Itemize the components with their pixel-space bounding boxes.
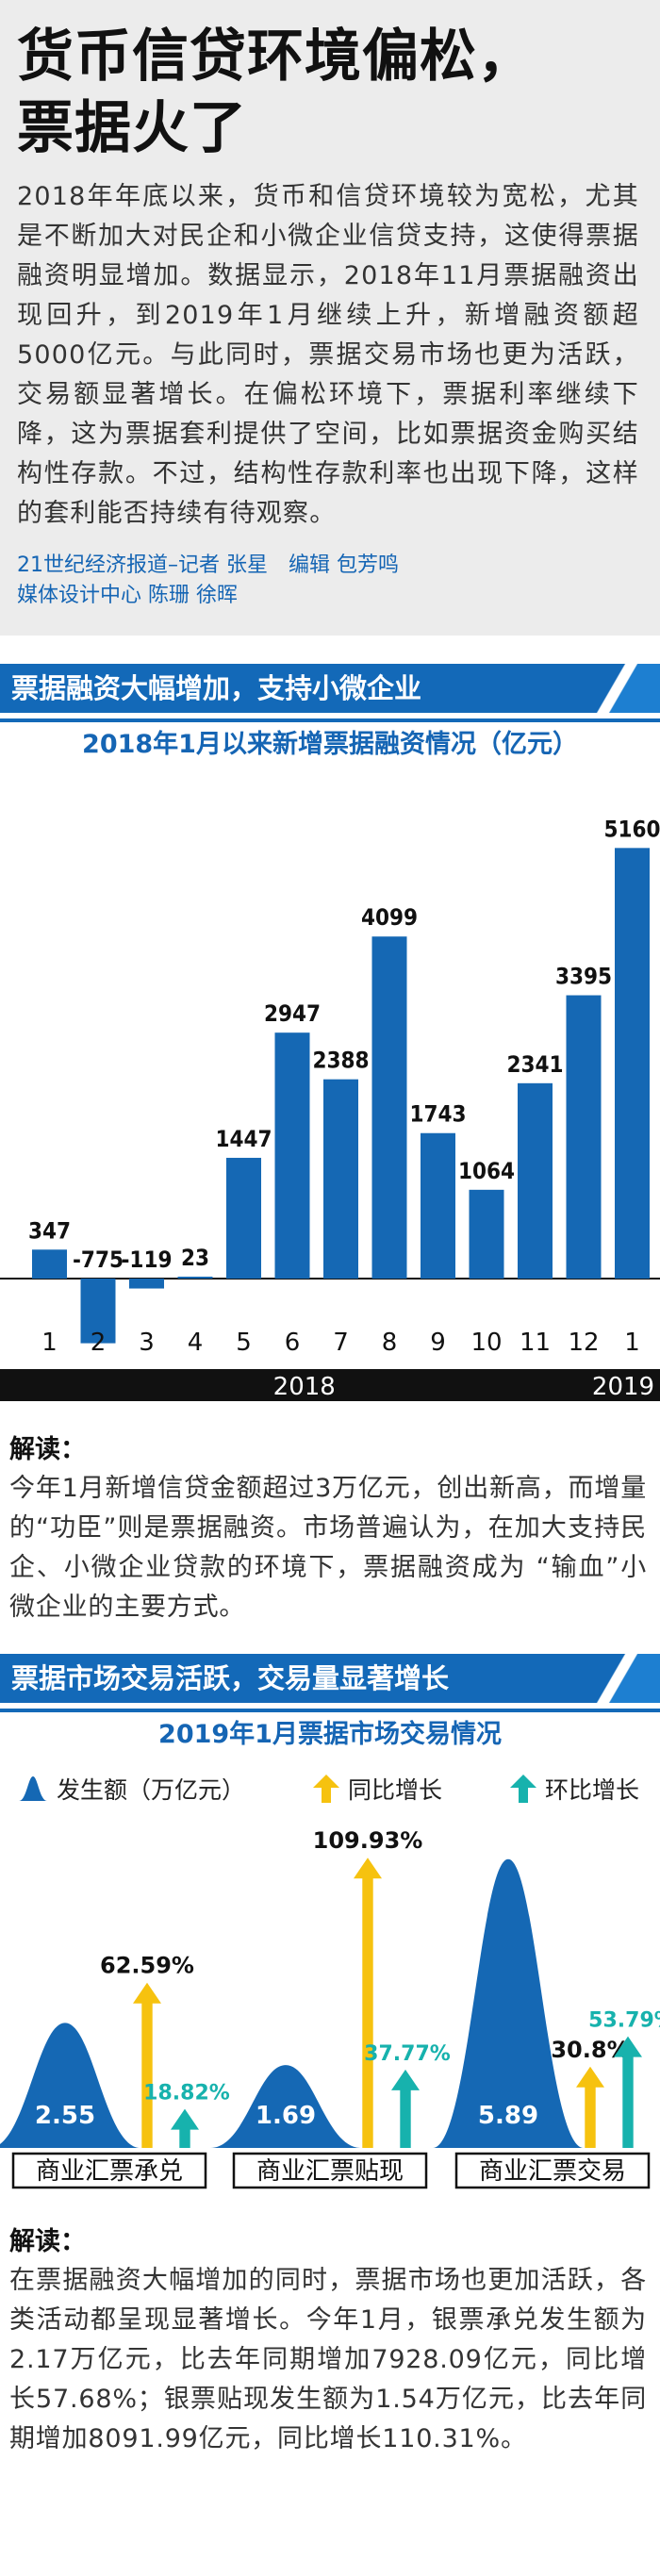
category-box [232,2152,428,2189]
section2-chart-title: 2019年1月票据市场交易情况 [158,1720,502,1749]
section1-chart-title: 2018年1月以来新增票据融资情况（亿元） [82,730,578,759]
financing-bar-chart: 347 1 -775 2 -119 3 23 4 1447 5 2947 6 2388 7 4099 8 174… [0,816,660,1401]
bar-3 [129,1279,164,1289]
yoy-value-label: 30.8% [551,2037,629,2063]
bar-1 [615,848,650,1279]
bar-value-label: 3395 [555,964,612,990]
bar-12 [566,995,602,1279]
page-title: 货币信贷环境偏松， 票据火了 [17,21,639,164]
title-line-2: 票据火了 [17,95,247,161]
category-box [454,2152,651,2189]
year-label: 2019 [592,1373,654,1401]
section2-explain-head: 解读： [9,2227,86,2256]
x-tick-label: 12 [568,1329,599,1357]
bar-1 [32,1249,67,1279]
bar-9 [421,1132,455,1279]
section1-explain-head: 解读： [9,1435,86,1464]
x-tick-label: 1 [624,1329,640,1357]
bar-value-label: 4099 [361,904,418,931]
bar-value-label: -775 [73,1247,124,1273]
section2-explanation: 解读： 在票据融资大幅增加的同时，票据市场也更加活跃，各类活动都呈现显著增长。今… [0,2223,660,2459]
year-band [586,1369,660,1401]
lead-paragraph: 2018年年底以来，货币和信贷环境较为宽松，尤其是不断加大对民企和小微企业信贷支… [17,182,639,528]
legend-mom-label: 环比增长 [544,1776,639,1804]
section2-explain-body: 在票据融资大幅增加的同时，票据市场也更加活跃，各类活动都呈现显著增长。今年1月，… [9,2266,647,2453]
bar-4 [177,1276,213,1279]
category-label: 商业汇票贴现 [256,2157,404,2186]
yoy-value-label: 62.59% [100,1953,194,1979]
section2-heading: 票据市场交易活跃，交易量显著增长 [0,1654,660,1703]
category-label: 商业汇票承兑 [36,2157,183,2186]
up-arrow-teal-icon [509,1775,536,1803]
mountain-icon [19,1776,47,1801]
mom-arrow [614,2036,642,2148]
bar-value-label: 1447 [215,1126,272,1152]
byline-reporter: 21世纪经济报道–记者 张星 编辑 包芳鸣 [17,553,399,577]
header-block: 货币信贷环境偏松， 票据火了 2018年年底以来，货币和信贷环境较为宽松，尤其是… [0,0,660,636]
section1-explanation: 解读： 今年1月新增信贷金额超过3万亿元，创出新高，而增量的“功臣”则是票据融资… [0,1431,660,1627]
x-tick-label: 2 [91,1329,107,1357]
x-tick-label: 1 [41,1329,58,1357]
bar-8 [371,936,407,1279]
amount-value-label: 1.69 [256,2102,316,2130]
amount-value-label: 2.55 [35,2102,95,2130]
category-box [11,2152,207,2189]
byline-design: 媒体设计中心 陈珊 徐晖 [17,584,238,607]
legend-yoy-label: 同比增长 [347,1776,442,1804]
bar-value-label: 2947 [264,1000,321,1027]
yoy-arrow [576,2066,604,2148]
bar-value-label: -119 [121,1247,172,1273]
yoy-arrow [133,1982,161,2148]
section1-explain-body: 今年1月新增信贷金额超过3万亿元，创出新高，而增量的“功臣”则是票据融资。市场普… [9,1474,647,1622]
mom-arrow [391,2069,420,2148]
legend-yoy: 同比增长 [312,1772,442,1806]
title-line-1: 货币信贷环境偏松， [17,24,535,90]
market-trade-chart: 2.55 62.59% 18.82% 商业汇票承兑 1.69 109.93% 37.77% 商… [0,1827,660,2189]
section1-divider [0,718,660,722]
bar-6 [274,1032,310,1279]
bar-value-label: 347 [28,1217,71,1244]
bar-value-label: 2388 [312,1048,369,1074]
legend-amount-label: 发生额（万亿元） [57,1776,246,1804]
year-band [0,1369,609,1401]
category-label: 商业汇票交易 [479,2157,626,2186]
bar-value-label: 1743 [409,1101,466,1128]
x-tick-label: 10 [470,1329,502,1357]
mom-value-label: 53.79% [588,2009,660,2033]
legend-mom: 环比增长 [509,1772,639,1806]
yoy-value-label: 109.93% [313,1827,423,1854]
up-arrow-yellow-icon [312,1775,339,1803]
mom-value-label: 37.77% [364,2042,451,2066]
bar-value-label: 5160 [603,816,660,842]
mom-arrow [171,2108,199,2148]
yoy-arrow [354,1858,382,2148]
x-tick-label: 6 [285,1329,301,1357]
mom-value-label: 18.82% [143,2082,230,2105]
section1-heading: 票据融资大幅增加，支持小微企业 [0,664,660,713]
bar-2 [80,1279,116,1344]
bar-7 [323,1079,358,1279]
x-tick-label: 8 [382,1329,398,1357]
amount-mountain [0,2023,140,2148]
x-tick-label: 11 [520,1329,551,1357]
x-tick-label: 5 [236,1329,252,1357]
x-tick-label: 7 [333,1329,349,1357]
bar-5 [226,1157,261,1279]
bar-value-label: 1064 [458,1158,515,1184]
x-tick-label: 4 [188,1329,204,1357]
bar-11 [518,1082,553,1279]
amount-mountain [433,1858,584,2148]
legend-amount: 发生额（万亿元） [17,1772,245,1806]
market-legend: 发生额（万亿元） 同比增长 环比增长 [0,1756,660,1812]
bar-10 [469,1189,504,1279]
amount-mountain [210,2065,361,2148]
x-tick-label: 3 [139,1329,155,1357]
year-label: 2018 [273,1373,336,1401]
x-tick-label: 9 [430,1329,446,1357]
bar-value-label: 2341 [506,1051,563,1078]
amount-value-label: 5.89 [478,2102,538,2130]
section2-divider [0,1709,660,1712]
bar-value-label: 23 [181,1245,209,1271]
